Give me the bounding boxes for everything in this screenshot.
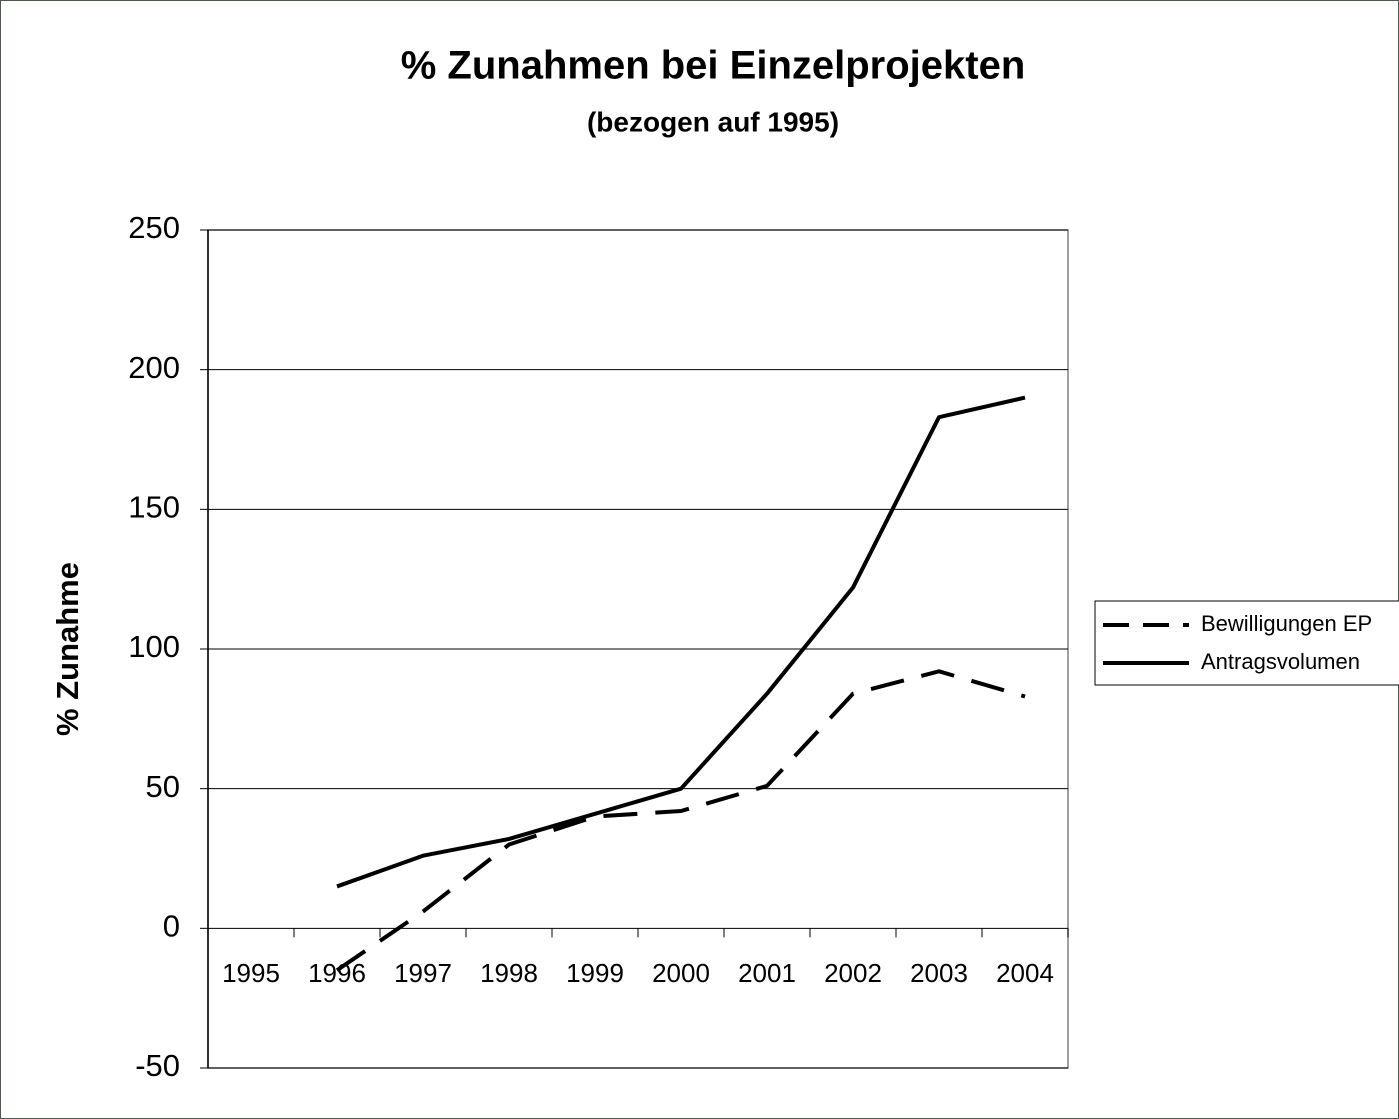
- chart-subtitle: (bezogen auf 1995): [587, 106, 839, 137]
- x-tick-label: 2000: [652, 958, 710, 988]
- y-tick-label: 200: [128, 350, 180, 385]
- legend-label: Antragsvolumen: [1201, 649, 1360, 674]
- x-tick-label: 2003: [910, 958, 968, 988]
- x-tick-label: 2002: [824, 958, 882, 988]
- y-tick-label: 150: [128, 490, 180, 525]
- y-tick-label: 0: [163, 909, 180, 944]
- legend-label: Bewilligungen EP: [1201, 611, 1372, 636]
- y-tick-label: -50: [135, 1048, 180, 1083]
- x-tick-label: 1995: [222, 958, 280, 988]
- x-tick-label: 1997: [394, 958, 452, 988]
- chart-title: % Zunahmen bei Einzelprojekten: [401, 44, 1026, 88]
- x-tick-label: 2004: [996, 958, 1054, 988]
- y-tick-label: 100: [128, 629, 180, 664]
- x-tick-label: 1998: [480, 958, 538, 988]
- legend-box: [1094, 600, 1399, 686]
- series-line: [336, 395, 1026, 889]
- x-tick-label: 1999: [566, 958, 624, 988]
- series-line: [335, 669, 1026, 972]
- y-tick-label: 250: [128, 210, 180, 245]
- x-tick-label: 2001: [738, 958, 796, 988]
- x-tick-label: 1996: [308, 958, 366, 988]
- y-axis-label: % Zunahme: [50, 562, 85, 736]
- y-tick-label: 50: [146, 769, 180, 804]
